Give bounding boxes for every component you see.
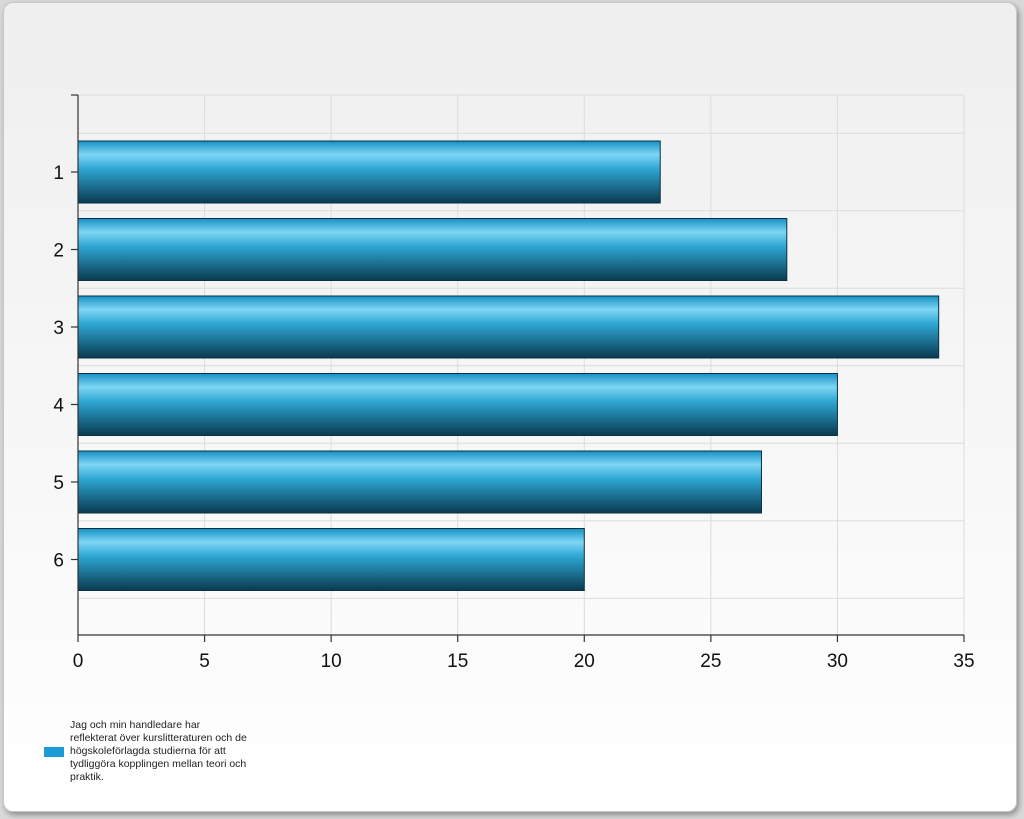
y-tick-label: 6 bbox=[53, 551, 64, 572]
bar-3 bbox=[77, 295, 940, 359]
tick-labels: 1 2 3 4 5 6 0 5 10 15 20 25 30 35 bbox=[53, 163, 974, 672]
x-tick-label: 25 bbox=[700, 651, 721, 672]
bar-2 bbox=[77, 218, 788, 281]
axes bbox=[71, 94, 965, 642]
bar-4 bbox=[77, 373, 838, 436]
bar-5 bbox=[77, 450, 762, 514]
bars bbox=[77, 140, 940, 591]
x-tick-label: 30 bbox=[827, 651, 848, 672]
y-tick-label: 4 bbox=[53, 396, 64, 417]
legend-swatch bbox=[44, 746, 64, 757]
legend-label: Jag och min handledare har reflekterat ö… bbox=[70, 719, 247, 783]
x-tick-label: 0 bbox=[73, 651, 84, 672]
x-tick-label: 20 bbox=[574, 651, 595, 672]
x-tick-label: 10 bbox=[321, 651, 342, 672]
bar-6 bbox=[77, 528, 585, 591]
y-tick-label: 5 bbox=[53, 473, 64, 494]
bar-1 bbox=[77, 140, 661, 204]
y-tick-label: 1 bbox=[53, 163, 64, 184]
x-tick-label: 15 bbox=[447, 651, 468, 672]
legend: Jag och min handledare har reflekterat ö… bbox=[44, 719, 248, 784]
x-tick-label: 5 bbox=[199, 651, 210, 672]
x-tick-label: 35 bbox=[953, 651, 974, 672]
y-tick-label: 3 bbox=[53, 318, 64, 339]
y-tick-label: 2 bbox=[53, 241, 64, 262]
